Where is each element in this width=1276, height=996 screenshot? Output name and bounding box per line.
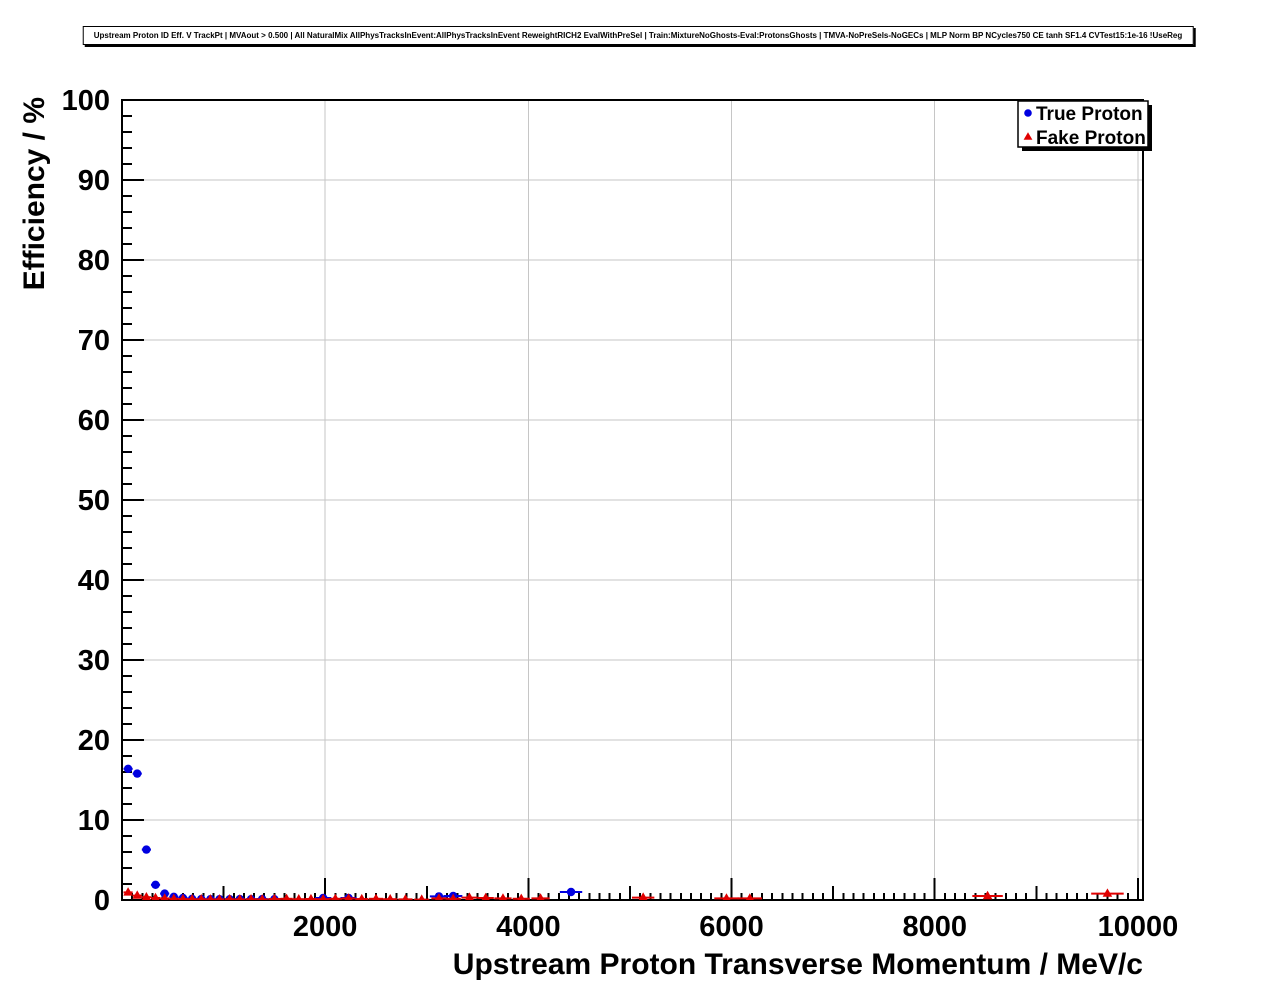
y-axis-title: Efficiency / % bbox=[18, 97, 51, 290]
y-tick-label: 10 bbox=[78, 805, 110, 837]
y-tick-label: 100 bbox=[62, 85, 110, 117]
y-tick-label: 90 bbox=[78, 165, 110, 197]
y-tick-label: 70 bbox=[78, 325, 110, 357]
series-fake-proton bbox=[123, 887, 1124, 900]
x-tick-label: 10000 bbox=[1098, 911, 1179, 943]
legend-label: True Proton bbox=[1036, 104, 1143, 125]
x-tick-label: 2000 bbox=[293, 911, 358, 943]
legend-box bbox=[1017, 100, 1149, 148]
axis-tick-labels: 0 10 20 30 40 50 60 70 80 90 100 2000 4000 6000 8000 10… bbox=[62, 85, 1179, 943]
x-tick-label: 8000 bbox=[902, 911, 967, 943]
x-tick-label: 6000 bbox=[699, 911, 764, 943]
y-tick-label: 40 bbox=[78, 565, 110, 597]
legend-label: Fake Proton bbox=[1036, 128, 1146, 149]
plot-title: Upstream Proton ID Eff. V TrackPt | MVAo… bbox=[82, 26, 1194, 45]
legend: True Proton Fake Proton bbox=[1017, 100, 1152, 151]
x-axis-title: Upstream Proton Transverse Momentum / Me… bbox=[453, 948, 1143, 981]
y-tick-label: 20 bbox=[78, 725, 110, 757]
y-tick-label: 0 bbox=[94, 885, 110, 917]
y-tick-label: 60 bbox=[78, 405, 110, 437]
y-tick-label: 30 bbox=[78, 645, 110, 677]
x-tick-label: 4000 bbox=[496, 911, 561, 943]
grid bbox=[122, 100, 1143, 900]
y-tick-label: 50 bbox=[78, 485, 110, 517]
y-tick-label: 80 bbox=[78, 245, 110, 277]
